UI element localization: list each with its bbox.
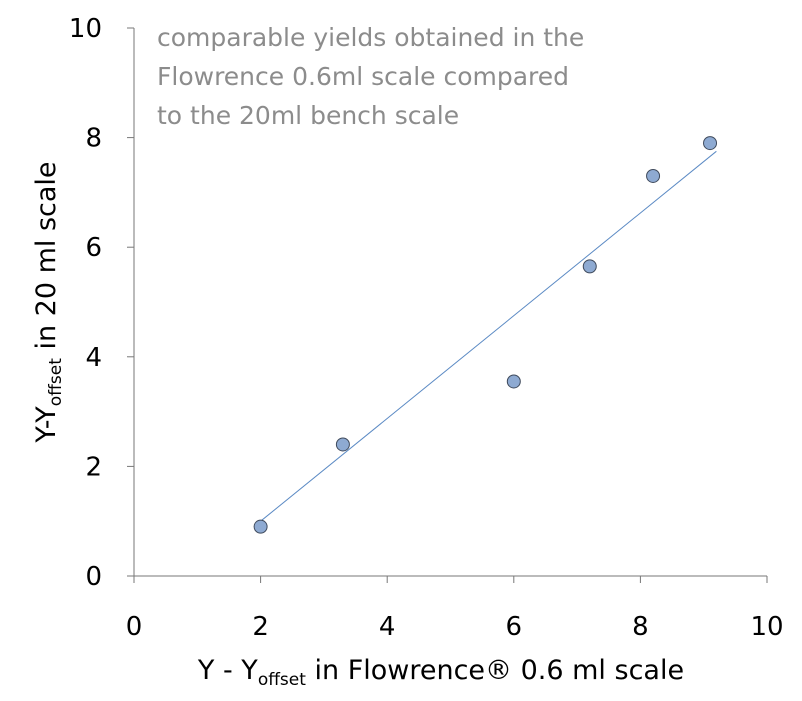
data-points xyxy=(253,136,718,534)
y-tick-label: 10 xyxy=(69,14,102,44)
y-tick-label: 4 xyxy=(85,343,102,373)
data-point xyxy=(646,168,661,183)
x-tick-label: 6 xyxy=(506,612,523,642)
x-axis-title: Y - Yoffset in Flowrence® 0.6 ml scale xyxy=(197,655,684,690)
annotation-line-3: to the 20ml bench scale xyxy=(157,101,459,130)
y-tick-labels: 0 2 4 6 8 10 xyxy=(69,14,102,592)
data-point xyxy=(582,259,597,274)
annotation-line-1: comparable yields obtained in the xyxy=(157,23,584,52)
x-axis-title-suffix: in Flowrence® 0.6 ml scale xyxy=(306,655,684,686)
y-axis-title-prefix: Y-Y xyxy=(31,406,62,444)
y-axis-title-subscript: offset xyxy=(46,358,66,406)
x-tick-label: 2 xyxy=(252,612,269,642)
annotation-text: comparable yields obtained in the Flowre… xyxy=(157,23,592,130)
y-axis-title: Y-Yoffset in 20 ml scale xyxy=(31,161,66,443)
y-tick-label: 0 xyxy=(85,562,102,592)
x-tick-label: 0 xyxy=(126,612,143,642)
data-point xyxy=(703,136,718,151)
data-point xyxy=(335,437,350,452)
y-axis-title-suffix: in 20 ml scale xyxy=(31,161,62,358)
axes xyxy=(127,27,768,583)
x-axis-title-prefix: Y - Y xyxy=(197,655,258,686)
y-tick-label: 2 xyxy=(85,452,102,482)
x-tick-label: 8 xyxy=(632,612,649,642)
y-tick-label: 8 xyxy=(85,124,102,154)
x-tick-label: 10 xyxy=(750,612,783,642)
y-tick-label: 6 xyxy=(85,233,102,263)
x-axis-title-subscript: offset xyxy=(258,670,306,690)
trendline-layer xyxy=(260,150,717,522)
x-tick-label: 4 xyxy=(379,612,396,642)
x-tick-labels: 0 2 4 6 8 10 xyxy=(126,612,784,642)
data-point xyxy=(253,519,268,534)
annotation-line-2: Flowrence 0.6ml scale compared xyxy=(157,62,569,91)
trendline xyxy=(260,150,717,522)
data-point xyxy=(506,374,521,389)
